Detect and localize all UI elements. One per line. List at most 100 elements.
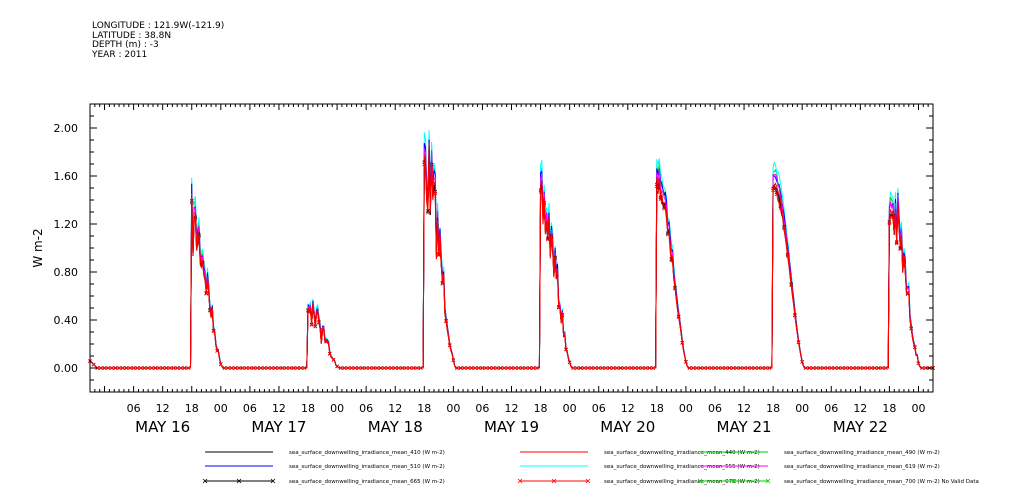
x-tick-label: 18	[650, 402, 664, 415]
series-line-2	[89, 134, 933, 369]
legend-label: sea_surface_downwelling_irradiance_mean_…	[784, 479, 979, 485]
series-marker	[763, 366, 768, 370]
series-line-3	[89, 139, 933, 369]
series-marker	[378, 366, 383, 370]
legend-label: sea_surface_downwelling_irradiance_mean_…	[784, 464, 940, 470]
legend-marker	[585, 478, 591, 484]
x-tick-label: 00	[911, 402, 925, 415]
series-marker	[389, 366, 394, 370]
x-tick-label: 06	[708, 402, 722, 415]
legend-marker	[765, 478, 771, 484]
series-marker	[320, 328, 325, 333]
x-tick-label: 00	[214, 402, 228, 415]
day-label: MAY 19	[484, 418, 539, 436]
y-tick-label: 0.80	[54, 266, 79, 279]
x-tick-label: 00	[446, 402, 460, 415]
series-marker	[774, 192, 779, 197]
series-marker	[204, 291, 209, 296]
series-marker	[415, 366, 419, 370]
x-tick-label: 12	[853, 402, 867, 415]
series-layer	[88, 130, 935, 370]
series-marker	[516, 366, 521, 370]
x-tick-label: 00	[679, 402, 693, 415]
series-marker	[684, 359, 688, 364]
x-tick-label: 18	[766, 402, 780, 415]
series-marker	[600, 366, 605, 370]
series-marker	[386, 366, 390, 370]
series-marker	[862, 366, 866, 370]
x-tick-label: 18	[185, 402, 199, 415]
series-marker	[818, 366, 823, 370]
series-line-4	[89, 130, 933, 369]
series-marker	[451, 358, 456, 363]
y-tick-label: 1.20	[54, 218, 79, 231]
series-marker	[843, 366, 848, 370]
day-label: MAY 20	[600, 418, 655, 436]
day-label: MAY 18	[368, 418, 423, 436]
series-marker	[760, 366, 765, 370]
series-marker	[520, 366, 525, 370]
series-marker	[215, 349, 220, 353]
series-marker	[625, 366, 630, 370]
legend-label: sea_surface_downwelling_irradiance_mean_…	[604, 450, 760, 456]
series-marker	[513, 366, 518, 370]
series-marker	[811, 366, 815, 370]
series-marker	[771, 188, 776, 193]
series-marker	[524, 366, 528, 370]
series-marker	[865, 366, 870, 370]
series-marker	[880, 366, 885, 370]
series-marker	[418, 366, 423, 370]
series-marker	[106, 366, 111, 370]
series-line-0	[89, 148, 933, 369]
x-tick-label: 12	[388, 402, 402, 415]
legend-marker	[517, 478, 523, 484]
series-marker	[407, 366, 412, 370]
series-marker	[411, 366, 416, 370]
series-marker	[785, 253, 790, 258]
series-marker	[571, 366, 576, 370]
series-marker	[734, 366, 739, 370]
series-marker	[636, 366, 641, 370]
series-marker	[342, 366, 347, 370]
series-marker	[607, 366, 612, 370]
plot-frame	[89, 103, 934, 393]
series-marker	[556, 305, 561, 310]
series-marker	[353, 366, 358, 370]
series-marker	[237, 366, 241, 370]
series-marker	[694, 366, 699, 370]
series-marker	[698, 366, 703, 370]
series-marker	[691, 366, 696, 370]
series-marker	[262, 366, 267, 370]
series-marker	[898, 247, 903, 252]
series-marker	[542, 202, 547, 207]
series-marker	[284, 366, 289, 370]
y-axis-label: W m-2	[31, 228, 45, 267]
series-marker	[175, 366, 180, 370]
series-marker	[851, 366, 855, 370]
series-line-1	[89, 144, 933, 369]
axes: 0.00 0.40 0.80 1.20 1.60 2.00 06 12 18 00 06 12 18 00…	[31, 122, 925, 436]
series-marker	[295, 366, 299, 370]
series-marker	[302, 366, 307, 370]
x-tick-label: 12	[505, 402, 519, 415]
series-marker	[662, 206, 666, 211]
x-tick-label: 06	[592, 402, 606, 415]
legend-marker	[731, 478, 737, 484]
series-marker	[327, 351, 332, 356]
series-marker	[560, 313, 565, 318]
year-label: YEAR : 2011	[92, 49, 148, 60]
series-marker	[872, 366, 877, 370]
series-marker	[298, 366, 303, 370]
series-marker	[480, 366, 485, 370]
series-marker	[346, 366, 350, 370]
series-marker	[545, 236, 550, 241]
series-marker	[189, 200, 194, 205]
series-marker	[633, 366, 637, 370]
series-marker	[444, 319, 448, 324]
series-marker	[644, 366, 648, 370]
series-marker	[186, 366, 190, 370]
series-marker	[476, 366, 481, 370]
series-marker	[535, 366, 539, 370]
series-marker	[487, 366, 492, 370]
